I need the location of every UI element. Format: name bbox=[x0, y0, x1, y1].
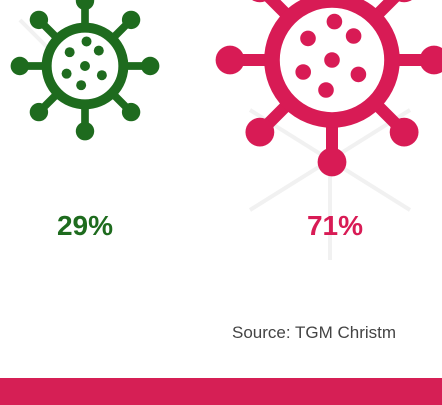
virus-icon bbox=[215, 0, 442, 177]
virus-dot bbox=[76, 80, 87, 91]
spike-tip bbox=[29, 10, 49, 30]
virus-icon bbox=[10, 0, 160, 141]
virus-dot bbox=[300, 30, 316, 47]
spike-tip bbox=[29, 102, 49, 122]
virus-dot bbox=[93, 45, 104, 56]
spike-tip bbox=[10, 56, 30, 76]
virus-dot bbox=[61, 68, 72, 79]
footer-bar bbox=[0, 378, 442, 405]
virus-dot bbox=[318, 82, 334, 98]
spike-tip bbox=[215, 45, 245, 75]
virus-dot bbox=[64, 47, 75, 58]
spike-tip bbox=[75, 0, 95, 11]
spike-tip bbox=[252, 0, 268, 3]
virus-dot bbox=[326, 13, 343, 30]
virus-dot bbox=[80, 61, 90, 71]
spike-tip bbox=[396, 0, 412, 3]
spike-tip bbox=[121, 10, 141, 30]
spike-tip bbox=[121, 102, 141, 122]
virus-dot bbox=[295, 64, 312, 80]
virus-dot bbox=[96, 70, 107, 81]
spike-tip bbox=[389, 117, 419, 147]
virus-dot bbox=[345, 28, 362, 44]
spike-tip bbox=[419, 45, 442, 75]
source: Source: TGM Christm bbox=[232, 323, 396, 342]
value-label: 29% bbox=[57, 210, 113, 241]
virus-dot bbox=[350, 66, 367, 83]
spike-tip bbox=[75, 121, 95, 141]
virus-dot bbox=[324, 52, 340, 68]
virus-dot bbox=[81, 36, 92, 47]
spike-tip bbox=[140, 56, 160, 76]
value-label: 71% bbox=[307, 210, 363, 241]
spike-tip bbox=[245, 117, 275, 147]
spike-tip bbox=[317, 147, 347, 177]
